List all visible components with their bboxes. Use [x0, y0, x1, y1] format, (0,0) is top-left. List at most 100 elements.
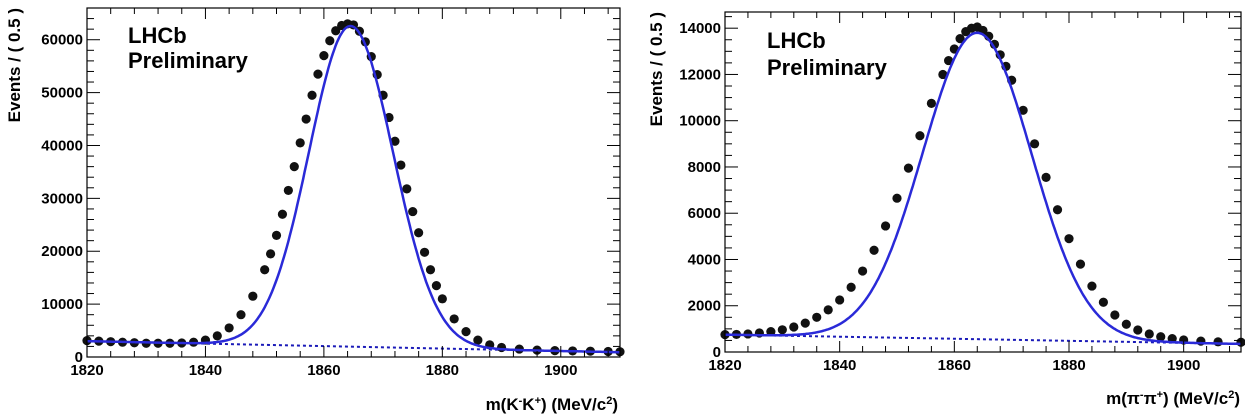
data-point: [289, 162, 299, 172]
x-tick-label: 1860: [938, 357, 971, 374]
plot-frame: [724, 11, 1242, 353]
y-tick-label: 60000: [41, 32, 83, 49]
y-tick-label: 10000: [679, 113, 721, 130]
data-point: [812, 312, 822, 322]
x-tick-label: 1820: [708, 357, 741, 374]
data-point: [1144, 329, 1154, 339]
y-tick-label: 4000: [688, 251, 721, 268]
background-fit-line: [724, 333, 1242, 345]
chart-panel-right: 1820 1840 1860 1880 1900 0 2000 4000 6000 8000 100…: [640, 0, 1245, 414]
y-tick-label: 14000: [679, 20, 721, 37]
x-tick-label: 1880: [1052, 357, 1085, 374]
x-tick-label: 1820: [70, 362, 103, 379]
data-point: [1064, 234, 1074, 244]
experiment-label: LHCb: [767, 28, 826, 53]
x-tick-label: 1840: [189, 362, 222, 379]
experiment-label: LHCb: [128, 23, 187, 48]
data-point: [1156, 332, 1166, 342]
data-point: [496, 342, 507, 353]
data-point: [1110, 310, 1120, 320]
data-point: [1018, 105, 1028, 115]
data-point: [1075, 259, 1086, 269]
data-point: [926, 98, 936, 108]
data-point: [789, 322, 799, 332]
y-tick-label: 30000: [41, 190, 83, 207]
data-point: [437, 294, 447, 304]
data-point: [800, 318, 810, 328]
data-point: [408, 206, 418, 217]
data-point: [1052, 205, 1063, 215]
plot-frame: [86, 7, 621, 358]
data-point: [915, 131, 925, 141]
data-point: [1213, 337, 1223, 347]
x-axis-label: m(K-K+) (MeV/c2): [486, 395, 618, 414]
data-point: [265, 249, 276, 259]
x-tick-label: 1900: [1167, 357, 1200, 374]
data-point: [295, 138, 305, 148]
data-point: [1098, 297, 1108, 307]
y-tick-label: 6000: [688, 205, 721, 222]
data-point: [1133, 325, 1143, 335]
data-point: [402, 184, 412, 194]
y-tick-label: 2000: [688, 298, 721, 315]
data-point: [955, 33, 965, 44]
data-point: [449, 314, 459, 324]
y-tick-label: 0: [75, 349, 83, 366]
data-point: [425, 265, 436, 275]
total-fit-curve: [86, 24, 620, 354]
data-point: [835, 295, 845, 305]
status-label: Preliminary: [128, 48, 249, 73]
y-tick-label: 8000: [688, 159, 721, 176]
data-point: [944, 55, 954, 66]
data-point: [431, 281, 442, 291]
status-label: Preliminary: [767, 55, 888, 80]
data-point: [248, 291, 258, 301]
data-point: [390, 136, 400, 146]
chart-kk: 1820 1840 1860 1880 1900 0 10000 20000 30000 4000…: [5, 7, 625, 414]
data-point: [858, 266, 868, 276]
data-point: [1121, 319, 1131, 329]
data-point: [880, 221, 891, 231]
data-point: [846, 282, 856, 292]
data-point: [903, 163, 914, 173]
data-point: [777, 325, 787, 335]
data-point: [224, 323, 234, 333]
data-point: [414, 228, 424, 238]
y-tick-label: 12000: [679, 66, 721, 83]
data-point: [307, 90, 317, 100]
x-tick-label: 1880: [426, 362, 459, 379]
y-tick-label: 50000: [41, 85, 83, 102]
y-tick-label: 0: [713, 344, 721, 361]
data-point: [236, 310, 246, 320]
y-tick-label: 40000: [41, 137, 83, 154]
data-point: [869, 245, 879, 255]
data-point: [938, 69, 948, 80]
data-point: [823, 305, 833, 315]
data-point: [325, 36, 335, 46]
data-point: [313, 69, 323, 79]
data-point: [283, 185, 293, 196]
data-point: [766, 327, 776, 337]
data-point: [396, 160, 406, 170]
data-point: [301, 114, 311, 124]
data-point: [1030, 139, 1040, 149]
y-tick-label: 20000: [41, 243, 83, 260]
chart-pipi: 1820 1840 1860 1880 1900 0 2000 4000 6000 8000 100…: [647, 11, 1245, 408]
x-tick-label: 1860: [307, 362, 340, 379]
y-axis-label: Events / ( 0.5 ): [647, 12, 666, 126]
data-point: [1041, 172, 1051, 182]
data-point: [331, 26, 341, 36]
x-axis-label: m(π-π+) (MeV/c2): [1106, 389, 1240, 408]
x-tick-label: 1900: [544, 362, 577, 379]
total-fit-curve: [724, 31, 1241, 346]
x-tick-label: 1840: [823, 357, 856, 374]
y-tick-label: 10000: [41, 296, 83, 313]
data-point: [260, 265, 270, 275]
data-point: [271, 230, 282, 240]
data-point: [892, 193, 902, 203]
data-point: [461, 327, 471, 337]
data-point: [319, 50, 329, 61]
chart-panel-left: 1820 1840 1860 1880 1900 0 10000 20000 30000 4000…: [5, 7, 625, 414]
data-point: [1087, 281, 1097, 291]
data-point: [419, 247, 430, 257]
